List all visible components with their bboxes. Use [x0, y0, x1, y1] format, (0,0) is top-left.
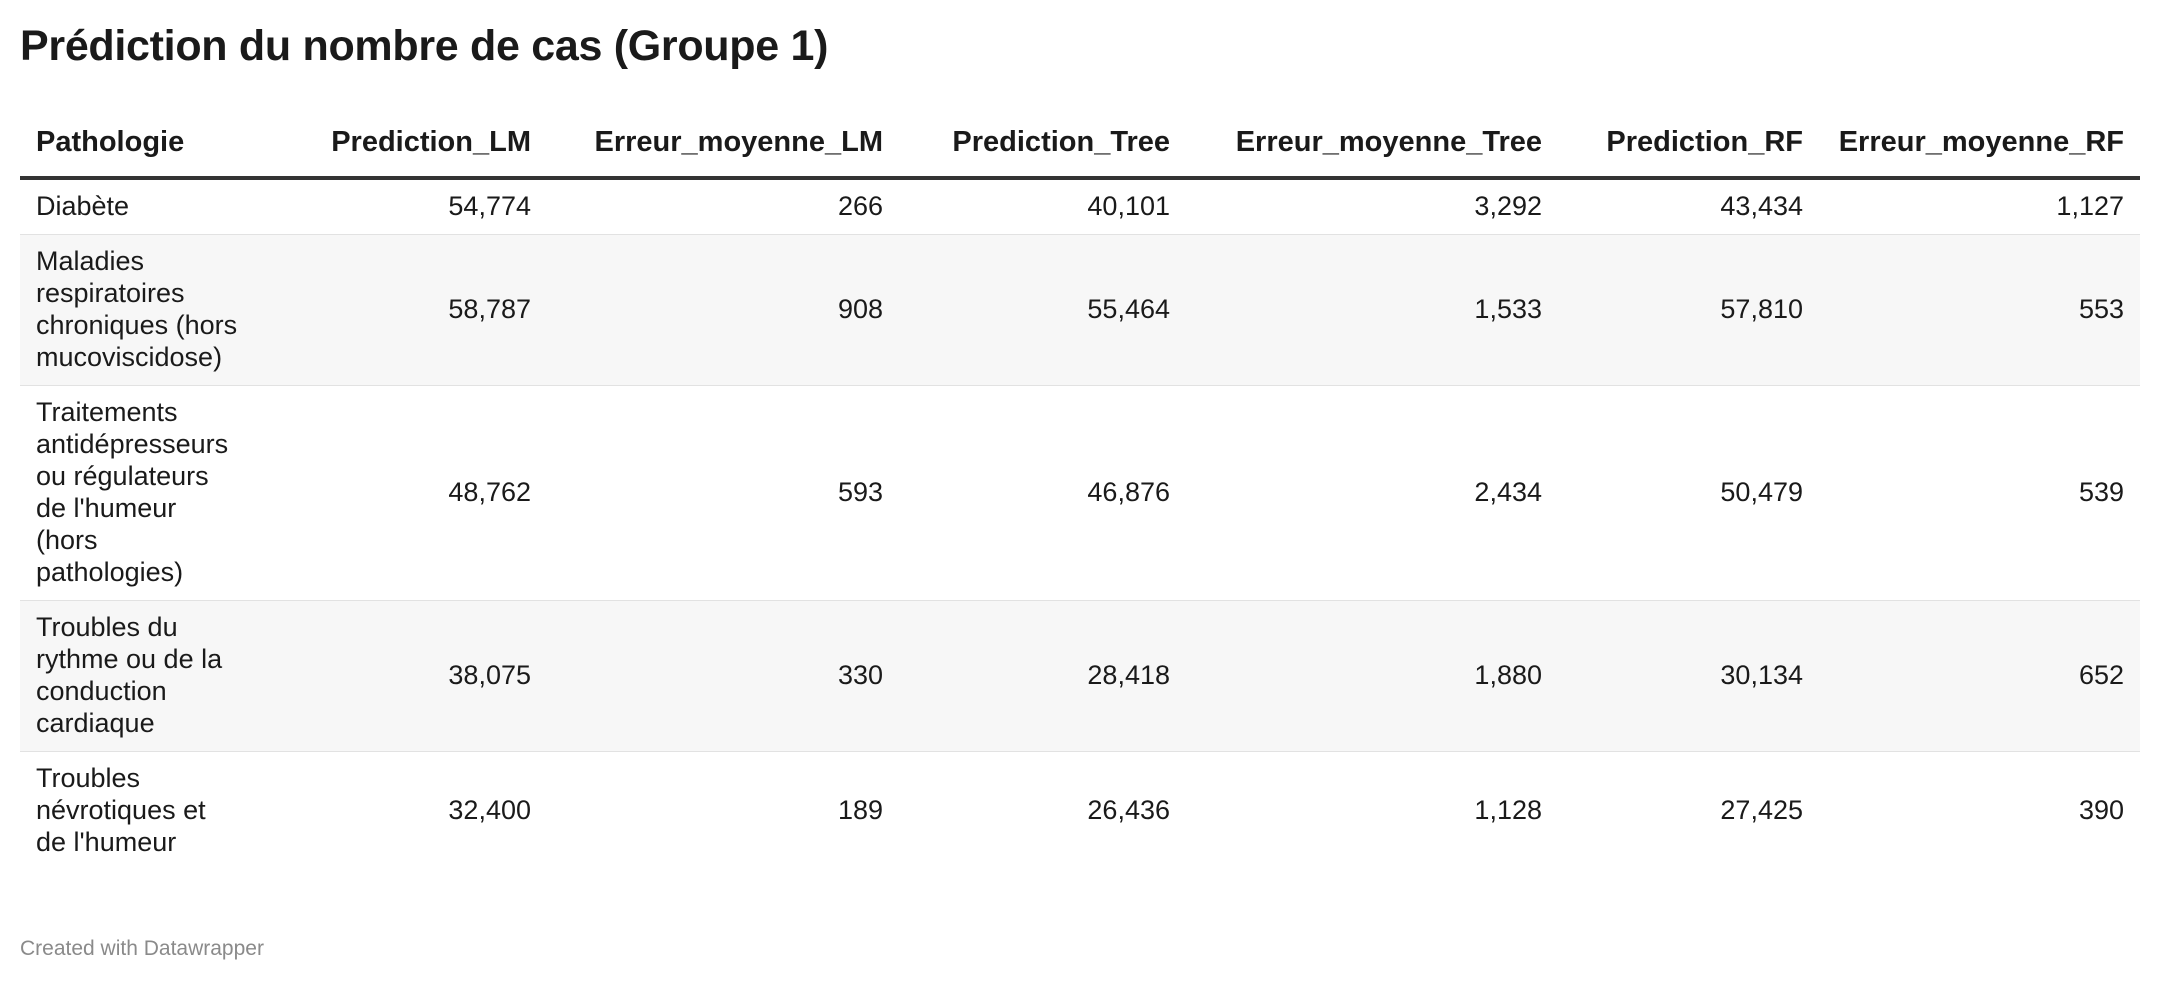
- cell-prediction-tree: 46,876: [899, 385, 1186, 601]
- cell-erreur-moyenne-rf: 553: [1819, 234, 2140, 386]
- chart-title: Prédiction du nombre de cas (Groupe 1): [20, 22, 829, 70]
- cell-prediction-tree: 26,436: [1087, 795, 1170, 825]
- column-header-erreur-moyenne-tree[interactable]: Erreur_moyenne_Tree: [1186, 124, 1558, 180]
- column-header-erreur-moyenne-lm[interactable]: Erreur_moyenne_LM: [547, 124, 899, 180]
- cell-pathologie: Diabète: [20, 178, 250, 235]
- table-header: Pathologie Prediction_LM Erreur_moyenne_…: [20, 124, 2140, 180]
- cell-prediction-lm: 58,787: [250, 234, 547, 386]
- cell-prediction-rf: 50,479: [1558, 385, 1819, 601]
- table-row: Maladies respiratoires chroniques (hors …: [20, 234, 2140, 386]
- cell-erreur-moyenne-lm: 908: [547, 234, 899, 386]
- cell-pathologie: Maladies respiratoires chroniques (hors …: [20, 234, 250, 386]
- cell-erreur-moyenne-lm: 330: [547, 600, 899, 752]
- cell-prediction-lm: 48,762: [250, 385, 547, 601]
- column-header-prediction-lm[interactable]: Prediction_LM: [250, 124, 547, 180]
- cell-prediction-rf: 30,134: [1558, 600, 1819, 752]
- cell-erreur-moyenne-lm: 266: [547, 178, 899, 235]
- table-row: Traitements antidépresseurs ou régulateu…: [20, 385, 2140, 601]
- column-header-pathologie[interactable]: Pathologie: [20, 124, 250, 180]
- cell-erreur-moyenne-rf: 1,127: [1819, 178, 2140, 235]
- cell-erreur-moyenne-tree: 1,880: [1186, 600, 1558, 752]
- cell-prediction-rf: 57,810: [1558, 234, 1819, 386]
- cell-erreur-moyenne-tree: 1,533: [1186, 234, 1558, 386]
- cell-erreur-moyenne-lm: 593: [547, 385, 899, 601]
- cell-erreur-moyenne-tree: 1,128: [1474, 795, 1542, 825]
- table-row: Diabète 54,774 266 40,101 3,292 43,434 1…: [20, 178, 2140, 235]
- cell-prediction-tree: 55,464: [899, 234, 1186, 386]
- datawrapper-credit[interactable]: Created with Datawrapper: [20, 937, 264, 960]
- column-header-prediction-tree[interactable]: Prediction_Tree: [899, 124, 1186, 180]
- cell-pathologie: Troubles du rythme ou de la conduction c…: [20, 600, 250, 752]
- cell-pathologie: Troubles névrotiques et de l'humeur: [36, 763, 206, 857]
- cell-prediction-lm: 54,774: [250, 178, 547, 235]
- cell-prediction-rf: 27,425: [1720, 795, 1803, 825]
- cell-pathologie: Traitements antidépresseurs ou régulateu…: [20, 385, 250, 601]
- cell-erreur-moyenne-lm: 189: [837, 795, 883, 825]
- cell-prediction-rf: 43,434: [1558, 178, 1819, 235]
- column-header-erreur-moyenne-rf[interactable]: Erreur_moyenne_RF: [1819, 124, 2140, 180]
- table-body: Diabète 54,774 266 40,101 3,292 43,434 1…: [20, 178, 2140, 870]
- cell-erreur-moyenne-rf: 539: [1819, 385, 2140, 601]
- cell-erreur-moyenne-tree: 2,434: [1186, 385, 1558, 601]
- cell-erreur-moyenne-rf: 652: [1819, 600, 2140, 752]
- cell-erreur-moyenne-rf: 390: [2078, 795, 2124, 825]
- cell-prediction-tree: 28,418: [899, 600, 1186, 752]
- cell-erreur-moyenne-tree: 3,292: [1186, 178, 1558, 235]
- table-row: Troubles du rythme ou de la conduction c…: [20, 600, 2140, 752]
- header-row: Pathologie Prediction_LM Erreur_moyenne_…: [20, 124, 2140, 180]
- cell-prediction-lm: 32,400: [448, 795, 531, 825]
- chart-container: Prédiction du nombre de cas (Groupe 1) P…: [20, 18, 2140, 870]
- data-table: Pathologie Prediction_LM Erreur_moyenne_…: [20, 124, 2140, 870]
- column-header-prediction-rf[interactable]: Prediction_RF: [1558, 124, 1819, 180]
- table-row: Troubles névrotiques et de l'humeur 32,4…: [20, 752, 2140, 871]
- cell-prediction-tree: 40,101: [899, 178, 1186, 235]
- cell-prediction-lm: 38,075: [250, 600, 547, 752]
